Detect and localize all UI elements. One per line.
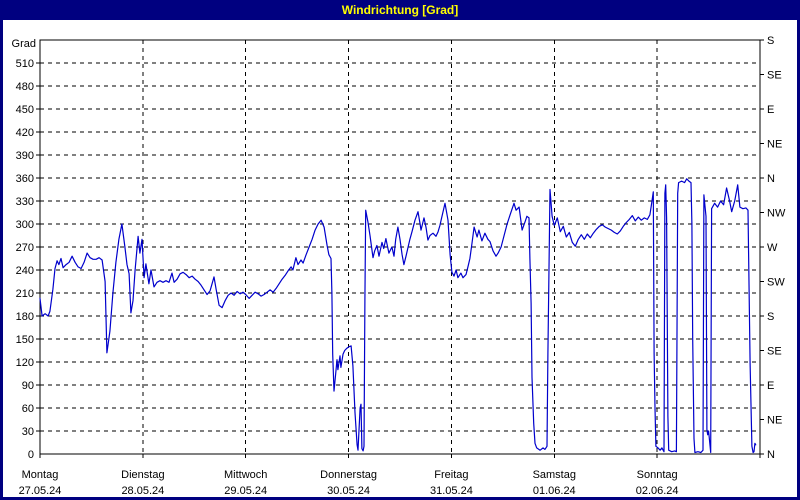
day-label: Dienstag bbox=[121, 469, 164, 481]
day-label: Montag bbox=[22, 469, 59, 481]
svg-text:NE: NE bbox=[767, 415, 782, 427]
svg-text:90: 90 bbox=[22, 380, 34, 392]
day-label: Mittwoch bbox=[224, 469, 267, 481]
svg-text:480: 480 bbox=[16, 81, 34, 93]
svg-text:330: 330 bbox=[16, 196, 34, 208]
date-label: 31.05.24 bbox=[430, 485, 473, 497]
right-axis-compass-labels: N NE E SE S SW W NW N NE E SE S bbox=[767, 35, 786, 461]
svg-text:30: 30 bbox=[22, 426, 34, 438]
svg-text:S: S bbox=[767, 35, 774, 47]
y-axis-unit-label: Grad bbox=[12, 38, 36, 50]
svg-text:NE: NE bbox=[767, 139, 782, 151]
svg-text:210: 210 bbox=[16, 288, 34, 300]
date-label: 02.06.24 bbox=[636, 485, 679, 497]
date-label: 28.05.24 bbox=[121, 485, 164, 497]
svg-text:120: 120 bbox=[16, 357, 34, 369]
y-axis-labels: 30 60 90 120 150 180 210 240 270 300 330 360 390 420 4… bbox=[12, 38, 36, 461]
svg-text:510: 510 bbox=[16, 58, 34, 70]
svg-text:270: 270 bbox=[16, 242, 34, 254]
chart-panel: 30 60 90 120 150 180 210 240 270 300 330 360 390 420 4… bbox=[3, 20, 797, 497]
svg-text:240: 240 bbox=[16, 265, 34, 277]
svg-text:E: E bbox=[767, 104, 774, 116]
date-label: 30.05.24 bbox=[327, 485, 370, 497]
svg-text:SE: SE bbox=[767, 70, 782, 82]
x-axis-day-labels: Montag 27.05.24 Dienstag 28.05.24 Mittwoch 29… bbox=[19, 469, 679, 497]
svg-text:N: N bbox=[767, 449, 775, 461]
window-title: Windrichtung [Grad] bbox=[341, 3, 459, 17]
svg-text:NW: NW bbox=[767, 208, 786, 220]
wind-direction-line bbox=[39, 178, 757, 454]
svg-text:SE: SE bbox=[767, 346, 782, 358]
day-label: Sonntag bbox=[637, 469, 678, 481]
day-label: Freitag bbox=[434, 469, 468, 481]
svg-text:SW: SW bbox=[767, 277, 785, 289]
svg-text:180: 180 bbox=[16, 311, 34, 323]
svg-text:450: 450 bbox=[16, 104, 34, 116]
day-label: Samstag bbox=[533, 469, 576, 481]
svg-text:360: 360 bbox=[16, 173, 34, 185]
svg-text:E: E bbox=[767, 380, 774, 392]
svg-text:300: 300 bbox=[16, 219, 34, 231]
svg-text:S: S bbox=[767, 311, 774, 323]
date-label: 01.06.24 bbox=[533, 485, 576, 497]
gridlines bbox=[40, 40, 760, 454]
wind-direction-chart: 30 60 90 120 150 180 210 240 270 300 330 360 390 420 4… bbox=[12, 35, 786, 497]
day-label: Donnerstag bbox=[320, 469, 377, 481]
svg-text:W: W bbox=[767, 242, 778, 254]
svg-text:0: 0 bbox=[28, 449, 34, 461]
window-titlebar: Windrichtung [Grad] bbox=[0, 0, 800, 20]
svg-text:420: 420 bbox=[16, 127, 34, 139]
svg-text:390: 390 bbox=[16, 150, 34, 162]
svg-text:N: N bbox=[767, 173, 775, 185]
date-label: 29.05.24 bbox=[224, 485, 267, 497]
svg-text:150: 150 bbox=[16, 334, 34, 346]
axes bbox=[36, 39, 764, 458]
svg-text:60: 60 bbox=[22, 403, 34, 415]
date-label: 27.05.24 bbox=[19, 485, 62, 497]
